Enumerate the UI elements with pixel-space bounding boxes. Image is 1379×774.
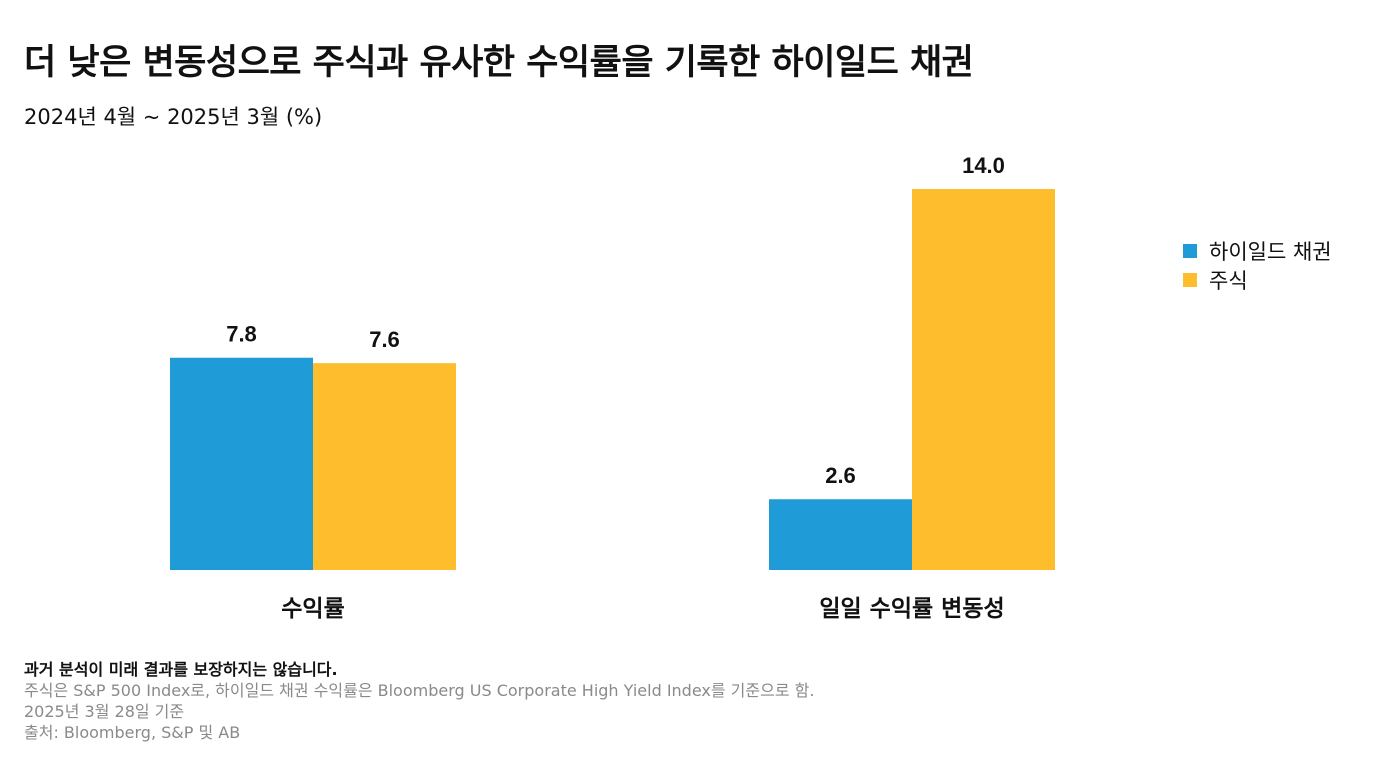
legend: 하이일드 채권 주식 — [1183, 236, 1332, 294]
footnote-index: 주식은 S&P 500 Index로, 하이일드 채권 수익률은 Bloombe… — [24, 681, 815, 700]
category-label-1: 일일 수익률 변동성 — [819, 596, 1004, 622]
chart-subtitle: 2024년 4월 ~ 2025년 3월 (%) — [24, 105, 323, 129]
footnotes: 과거 분석이 미래 결과를 보장하지는 않습니다. 주식은 S&P 500 In… — [24, 659, 814, 743]
chart-title: 더 낮은 변동성으로 주식과 유사한 수익률을 기록한 하이일드 채권 — [24, 43, 974, 83]
data-label-0-0: 7.8 — [226, 322, 257, 347]
bar-1-0 — [769, 499, 912, 570]
data-label-1-1: 14.0 — [962, 153, 1005, 178]
legend-swatch-high-yield — [1183, 243, 1197, 258]
bar-chart: 7.8 7.6 수익률 2.6 14.0 일일 수익률 변동성 — [170, 153, 1055, 622]
data-label-1-0: 2.6 — [825, 463, 856, 488]
bar-0-1 — [313, 363, 456, 570]
disclaimer: 과거 분석이 미래 결과를 보장하지는 않습니다. — [24, 660, 338, 679]
data-label-0-1: 7.6 — [369, 327, 400, 352]
legend-swatch-stocks — [1183, 272, 1197, 287]
legend-item-high-yield: 하이일드 채권 — [1183, 236, 1332, 265]
legend-label-high-yield: 하이일드 채권 — [1209, 239, 1332, 264]
footnote-source: 출처: Bloomberg, S&P 및 AB — [24, 723, 241, 742]
bar-0-0 — [170, 357, 313, 570]
bar-1-1 — [912, 189, 1055, 570]
footnote-date: 2025년 3월 28일 기준 — [24, 702, 185, 721]
legend-item-stocks: 주식 — [1183, 265, 1332, 294]
category-label-0: 수익률 — [281, 596, 344, 622]
legend-label-stocks: 주식 — [1209, 268, 1248, 293]
